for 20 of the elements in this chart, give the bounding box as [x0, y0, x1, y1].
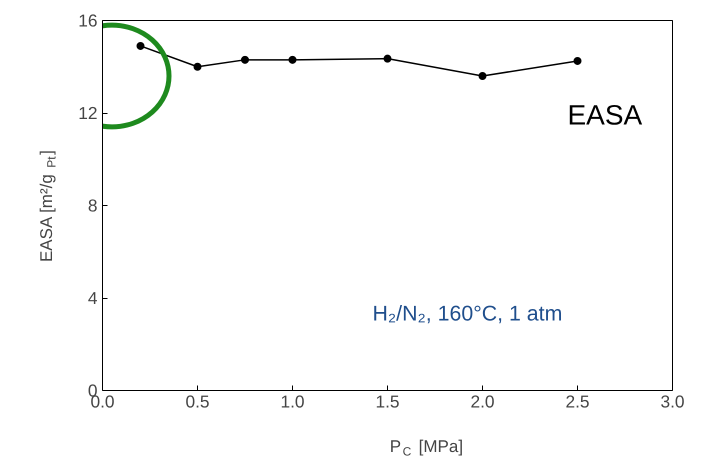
x-tick-label: 2.0	[470, 392, 495, 412]
y-axis-title: EASA [m²/gPt]	[37, 150, 58, 262]
x-tick-label: 3.0	[660, 392, 685, 412]
point	[574, 56, 582, 65]
x-tick-label: 2.5	[565, 392, 590, 412]
y-tick-label: 8	[88, 196, 98, 216]
point	[241, 56, 249, 64]
annotation: H₂/N₂, 160°C, 1 atm	[372, 302, 562, 326]
y-tick-label: 4	[88, 288, 98, 308]
point	[288, 56, 296, 64]
x-tick-label: 0.5	[185, 392, 210, 412]
y-tick-label: 12	[78, 103, 98, 123]
annotation: EASA	[568, 100, 643, 130]
x-tick-label: 1.0	[280, 392, 305, 412]
y-tick-label: 16	[78, 10, 98, 30]
point	[384, 54, 392, 63]
x-tick-label: 1.5	[375, 392, 400, 412]
point	[194, 62, 202, 71]
point	[136, 42, 144, 50]
point	[478, 72, 486, 80]
